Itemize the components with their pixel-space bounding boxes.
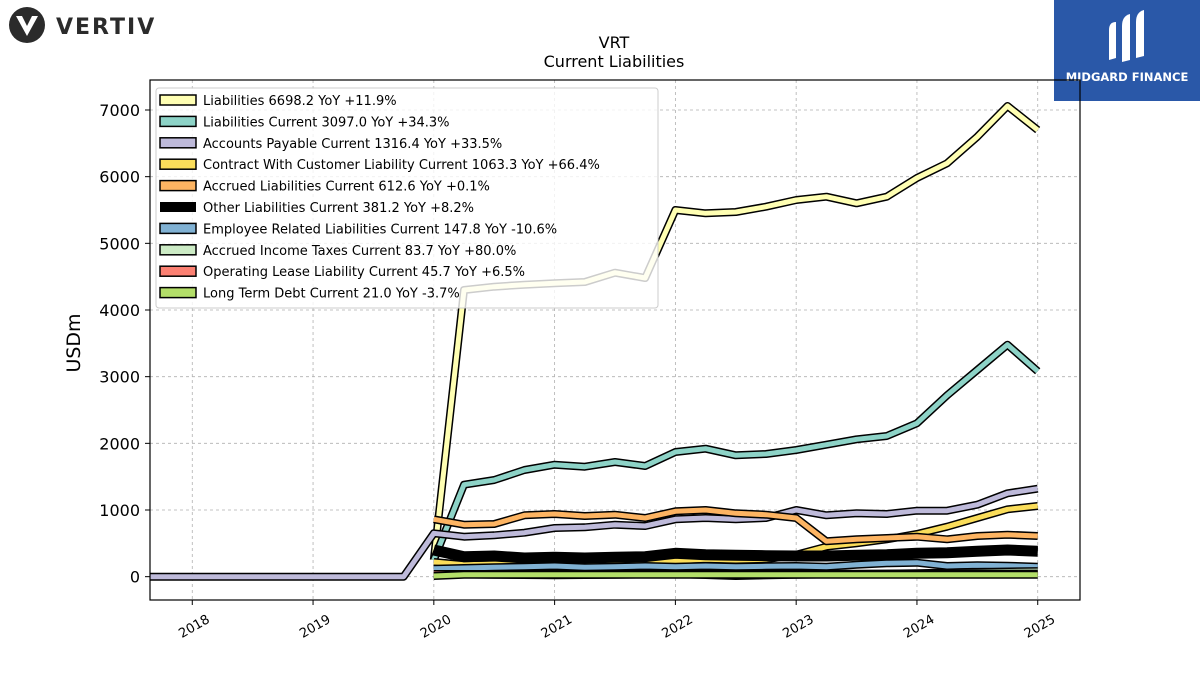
y-axis-label: USDm: [63, 313, 85, 372]
legend-label: Liabilities 6698.2 YoY +11.9%: [203, 94, 397, 109]
legend-box: [155, 87, 659, 309]
legend-swatch: [159, 137, 197, 149]
x-tick-label: 2019: [297, 612, 333, 642]
legend-swatch: [159, 158, 197, 170]
legend-item: Operating Lease Liability Current 45.7 Y…: [159, 265, 525, 280]
series-accounts-payable-current: [150, 484, 1039, 581]
series-other-liabilities-current: [432, 544, 1038, 564]
y-tick-label: 4000: [99, 301, 140, 320]
vertiv-logo: VERTIV: [8, 6, 178, 46]
legend-label: Liabilities Current 3097.0 YoY +34.3%: [203, 115, 450, 130]
y-tick-label: 7000: [99, 101, 140, 120]
series-line: [431, 342, 1040, 561]
midgard-finance-logo: MIDGARD FINANCE: [1054, 0, 1200, 101]
series-line: [150, 486, 1039, 580]
legend-item: Other Liabilities Current 381.2 YoY +8.2…: [160, 201, 474, 216]
legend-label: Accrued Liabilities Current 612.6 YoY +0…: [203, 180, 490, 195]
legend-swatch: [159, 222, 197, 235]
midgard-mark-icon: [1109, 10, 1144, 62]
legend-label: Employee Related Liabilities Current 147…: [203, 222, 557, 237]
legend-item: Liabilities Current 3097.0 YoY +34.3%: [159, 115, 450, 130]
legend-item: Accrued Income Taxes Current 83.7 YoY +8…: [159, 244, 516, 259]
legend-label: Long Term Debt Current 21.0 YoY -3.7%: [203, 287, 460, 302]
series-line: [433, 507, 1038, 544]
legend-swatch: [159, 94, 197, 106]
series-employee-related-liabilities-current: [433, 558, 1038, 573]
series-line: [433, 560, 1038, 572]
legend-label: Contract With Customer Liability Current…: [203, 158, 600, 173]
plot-frame: [149, 79, 1081, 601]
series-accrued-liabilities-current: [433, 506, 1038, 546]
x-tick-label: 2020: [418, 612, 454, 642]
x-tick-label: 2023: [780, 612, 816, 642]
x-tick-label: 2022: [660, 612, 696, 642]
legend-item: Accounts Payable Current 1316.4 YoY +33.…: [159, 137, 502, 152]
x-tick-label: 2018: [176, 612, 212, 642]
y-tick-label: 2000: [99, 434, 140, 453]
series-liabilities-current: [430, 340, 1041, 562]
x-tick-label: 2021: [539, 612, 575, 642]
x-tick-label: 2025: [1022, 612, 1058, 642]
legend-swatch: [159, 244, 197, 256]
legend-swatch: [159, 179, 197, 192]
chart-subtitle: Current Liabilities: [544, 52, 685, 71]
legend-item: Liabilities 6698.2 YoY +11.9%: [159, 94, 397, 109]
legend-label: Accrued Income Taxes Current 83.7 YoY +8…: [203, 244, 516, 259]
y-tick-label: 3000: [99, 368, 140, 387]
vertiv-logo-text: VERTIV: [56, 15, 156, 40]
legend-label: Operating Lease Liability Current 45.7 Y…: [203, 265, 525, 280]
x-tick-label: 2024: [901, 612, 937, 642]
legend-swatch: [159, 115, 197, 128]
series-line: [432, 546, 1038, 562]
y-tick-label: 0: [130, 568, 140, 587]
legend-swatch: [159, 286, 197, 299]
legend-label: Accounts Payable Current 1316.4 YoY +33.…: [203, 137, 502, 152]
chart-title: VRT: [599, 33, 630, 52]
series-long-term-debt-current: [433, 570, 1038, 580]
legend-swatch: [160, 202, 196, 212]
legend-label: Other Liabilities Current 381.2 YoY +8.2…: [203, 201, 474, 216]
legend: Liabilities 6698.2 YoY +11.9% Liabilities…: [155, 87, 659, 309]
legend-item: Contract With Customer Liability Current…: [159, 158, 600, 173]
midgard-logo-text: MIDGARD FINANCE: [1066, 70, 1189, 84]
legend-item: Accrued Liabilities Current 612.6 YoY +0…: [159, 179, 490, 195]
y-tick-label: 1000: [99, 501, 140, 520]
y-tick-label: 5000: [99, 234, 140, 253]
legend-item: Employee Related Liabilities Current 147…: [159, 222, 557, 237]
y-axis: 0 1000 2000 3000 4000 5000 6000 7000: [99, 101, 150, 587]
legend-item: Long Term Debt Current 21.0 YoY -3.7%: [159, 286, 460, 302]
y-tick-label: 6000: [99, 168, 140, 187]
x-axis: 2018 2019 2020 2021 2022 2023 2024 2025: [176, 600, 1058, 642]
series-line: [433, 572, 1038, 579]
legend-swatch: [159, 265, 197, 277]
